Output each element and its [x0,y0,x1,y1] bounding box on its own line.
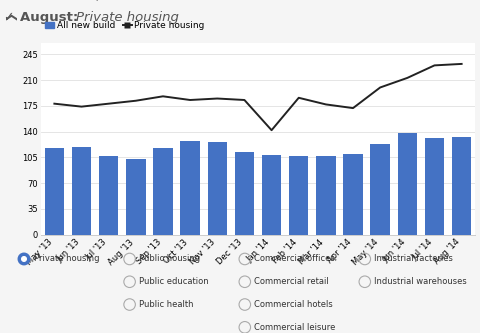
Bar [397,133,417,235]
Bar [180,141,200,235]
Text: Industrial factories: Industrial factories [374,254,453,263]
Text: ✓: ✓ [3,11,14,24]
Bar [153,148,173,235]
Bar [45,148,64,235]
Ellipse shape [18,253,30,265]
Bar [262,155,281,235]
Bar [316,156,336,235]
Text: Commercial retail: Commercial retail [254,277,329,286]
Bar [425,138,444,235]
Bar [99,156,119,235]
Bar [343,155,363,235]
Text: ❮: ❮ [3,13,14,22]
Bar [452,137,471,235]
Text: Commercial hotels: Commercial hotels [254,300,333,309]
Text: Public education: Public education [139,277,209,286]
Text: August:: August: [20,11,83,24]
Bar [72,147,91,235]
Bar [235,152,254,235]
Bar [371,144,390,235]
Legend: All new build, Private housing: All new build, Private housing [45,21,205,30]
Text: Public health: Public health [139,300,194,309]
Text: Industrial warehouses: Industrial warehouses [374,277,467,286]
Text: THE CPA/BARBOUR ABI INDEX SECTORS: THE CPA/BARBOUR ABI INDEX SECTORS [41,0,302,1]
Ellipse shape [22,257,26,261]
Text: Private housing: Private housing [34,254,99,263]
Bar [207,142,227,235]
Text: Commercial offices: Commercial offices [254,254,335,263]
Bar [289,156,309,235]
Bar [126,159,145,235]
Text: Public housing: Public housing [139,254,200,263]
Text: Commercial leisure: Commercial leisure [254,323,336,332]
Text: Private housing: Private housing [76,11,179,24]
